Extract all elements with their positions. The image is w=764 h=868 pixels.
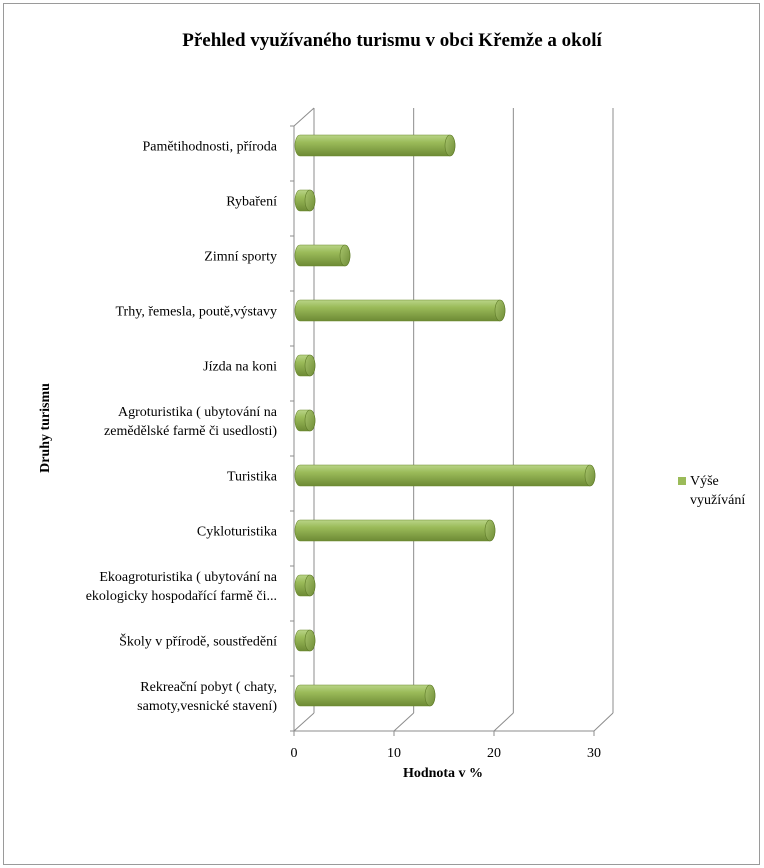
bar-cap [304, 409, 316, 432]
category-label: Ekoagroturistika ( ubytování na [99, 570, 277, 585]
category-label: Trhy, řemesla, poutě,výstavy [116, 305, 278, 320]
category-label: Turistika [227, 470, 278, 485]
bar-cap [494, 299, 506, 322]
bar-body [294, 464, 596, 487]
category-label: Rekreační pobyt ( chaty, [140, 680, 277, 695]
bars [294, 134, 596, 707]
category-label: zemědělské farmě či usedlosti) [104, 424, 277, 439]
bar [294, 354, 316, 377]
bar-cap [304, 574, 316, 597]
bar [294, 519, 496, 542]
floor-line-0 [293, 712, 315, 732]
category-labels: Pamětihodnosti, příroda Rybaření Zimní spo… [86, 140, 278, 715]
bar [294, 244, 351, 267]
bar-body [294, 299, 506, 322]
category-label: Zimní sporty [204, 250, 277, 265]
bar-cap [304, 629, 316, 652]
bar [294, 464, 596, 487]
bar-cap [304, 354, 316, 377]
bar-cap [424, 684, 436, 707]
bar-body [294, 134, 456, 157]
bar [294, 134, 456, 157]
category-label: ekologicky hospodařící farmě či... [86, 589, 277, 604]
bar-cap [584, 464, 596, 487]
category-label: Rybaření [226, 195, 277, 210]
category-label: Agroturistika ( ubytování na [118, 405, 278, 420]
y-axis-title: Druhy turismu [38, 383, 53, 473]
x-tick-label: 10 [387, 746, 401, 761]
bar [294, 299, 506, 322]
x-tick-label: 30 [587, 746, 601, 761]
bar-cap [484, 519, 496, 542]
legend-label: Výše využívání [690, 474, 745, 508]
bar [294, 684, 436, 707]
bar-cap [444, 134, 456, 157]
floor-line-20 [493, 712, 514, 732]
wall-top-edge [293, 107, 315, 127]
legend: Výše využívání [678, 474, 745, 508]
legend-label-line: využívání [690, 493, 745, 508]
bar [294, 629, 316, 652]
category-label: Jízda na koni [203, 360, 277, 375]
x-tick-labels: 0 10 20 30 [291, 746, 602, 761]
category-label: Cykloturistika [197, 525, 278, 540]
x-tick-label: 20 [487, 746, 501, 761]
category-label: Školy v přírodě, soustředění [119, 633, 277, 650]
bar-cap [339, 244, 351, 267]
chart-title: Přehled využívaného turismu v obci Křemž… [182, 30, 602, 51]
bar [294, 574, 316, 597]
floor-line-30 [593, 712, 614, 732]
category-label: samoty,vesnické stavení) [137, 699, 277, 714]
grid [290, 107, 614, 736]
legend-label-line: Výše [690, 474, 719, 489]
bar [294, 189, 316, 212]
floor-line-10 [393, 712, 415, 732]
x-tick-label: 0 [291, 746, 298, 761]
bar-body [294, 684, 436, 707]
legend-swatch [678, 477, 686, 485]
category-label: Pamětihodnosti, příroda [142, 140, 277, 155]
bar-body [294, 519, 496, 542]
bar-cap [304, 189, 316, 212]
bar [294, 409, 316, 432]
x-axis-title: Hodnota v % [403, 766, 483, 781]
